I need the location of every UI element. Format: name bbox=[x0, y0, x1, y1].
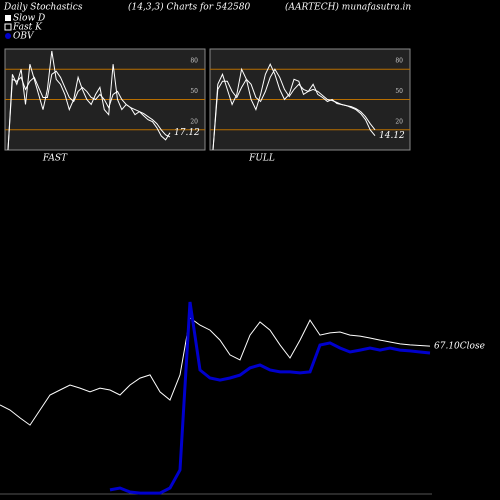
series-name: Close bbox=[460, 342, 485, 352]
legend-marker bbox=[4, 23, 12, 31]
legend-entry: OBV bbox=[13, 32, 35, 42]
legend-entry: Slow D bbox=[13, 14, 45, 24]
y-tick-label: 50 bbox=[395, 88, 403, 95]
series-line bbox=[109, 301, 431, 495]
series-line bbox=[7, 50, 171, 151]
panel-title: FULL bbox=[248, 154, 275, 164]
value-label: 14.12 bbox=[379, 131, 405, 141]
y-tick-label: 20 bbox=[190, 118, 198, 125]
legend-marker bbox=[5, 15, 11, 21]
panel-title: FAST bbox=[42, 154, 68, 164]
y-tick-label: 20 bbox=[395, 118, 403, 125]
y-tick-label: 80 bbox=[395, 58, 403, 65]
value-label: 17.12 bbox=[174, 128, 200, 138]
value-label: 67.10 bbox=[434, 342, 460, 352]
header-right: (AARTECH) munafasutra.in bbox=[285, 2, 411, 13]
y-tick-label: 80 bbox=[190, 58, 198, 65]
header-middle: (14,3,3) Charts for 542580 bbox=[128, 2, 250, 13]
series-line bbox=[212, 68, 376, 151]
series-line bbox=[7, 70, 171, 151]
series-line bbox=[0, 317, 431, 426]
header-left: Daily Stochastics bbox=[3, 3, 83, 13]
legend-marker bbox=[5, 33, 11, 39]
y-tick-label: 50 bbox=[190, 88, 198, 95]
legend-entry: Fast K bbox=[12, 23, 43, 33]
